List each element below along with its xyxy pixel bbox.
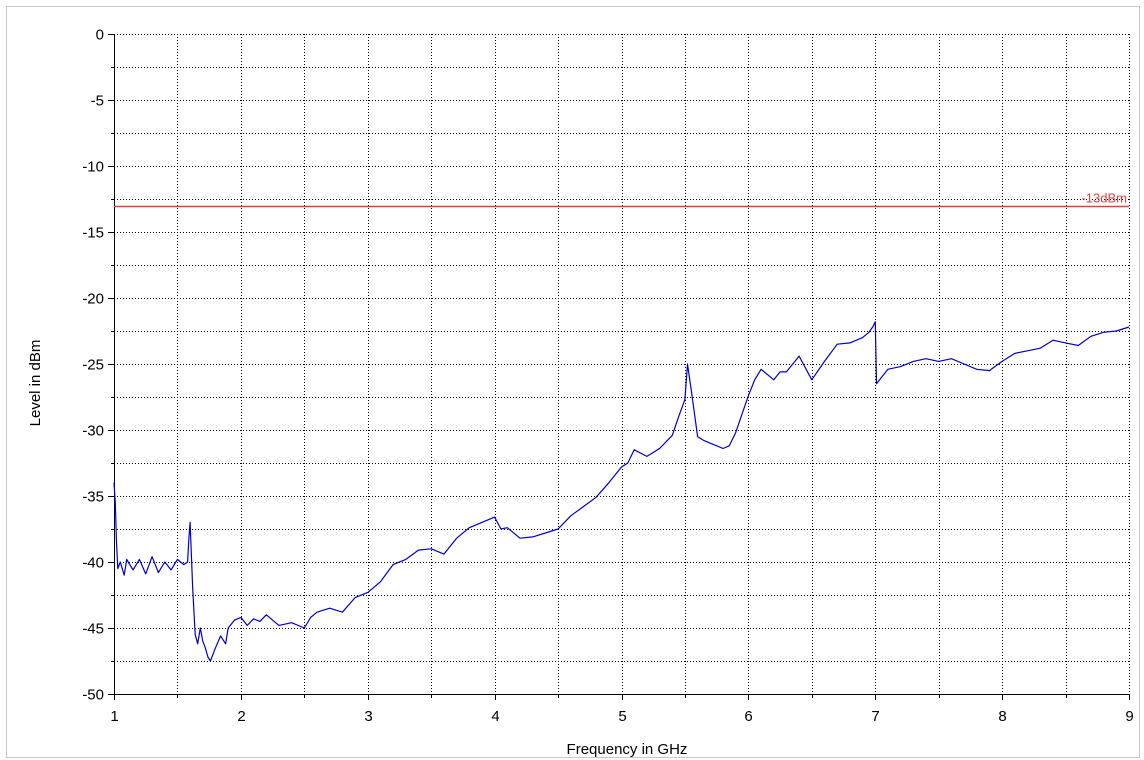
x-axis-label: Frequency in GHz — [567, 741, 688, 758]
y-tick-label: -15 — [82, 225, 104, 242]
x-tick-label: 4 — [491, 708, 499, 725]
limit-line-group: -13dBm — [114, 191, 1129, 208]
y-tick-label: -10 — [82, 159, 104, 176]
x-tick-label: 8 — [998, 708, 1006, 725]
y-tick-label: -30 — [82, 423, 104, 440]
y-tick-label: 0 — [96, 27, 104, 44]
y-tick-label: -25 — [82, 357, 104, 374]
y-tick-label: -45 — [82, 621, 104, 638]
y-tick-label: -5 — [91, 93, 104, 110]
axes — [108, 34, 1130, 700]
series-group — [113, 321, 1130, 662]
x-tick-label: 6 — [744, 708, 752, 725]
y-tick-label: -40 — [82, 555, 104, 572]
series-line — [113, 321, 1130, 662]
y-axis-label: Level in dBm — [27, 340, 44, 427]
y-tick-label: -20 — [82, 291, 104, 308]
x-tick-label: 2 — [237, 708, 245, 725]
limit-line-label: -13dBm — [1081, 191, 1127, 206]
x-tick-label: 9 — [1125, 708, 1133, 725]
x-tick-label: 5 — [618, 708, 626, 725]
x-tick-label: 1 — [110, 708, 118, 725]
grid — [114, 34, 1130, 695]
y-tick-label: -50 — [82, 687, 104, 704]
x-tick-label: 7 — [871, 708, 879, 725]
y-tick-label: -35 — [82, 489, 104, 506]
tick-labels: 0 -5 -10 -15 -20 -25 -30 -35 -40 -45 -50 1 2 3 4 5 6 7 8 9 — [82, 27, 1133, 726]
x-tick-label: 3 — [364, 708, 372, 725]
